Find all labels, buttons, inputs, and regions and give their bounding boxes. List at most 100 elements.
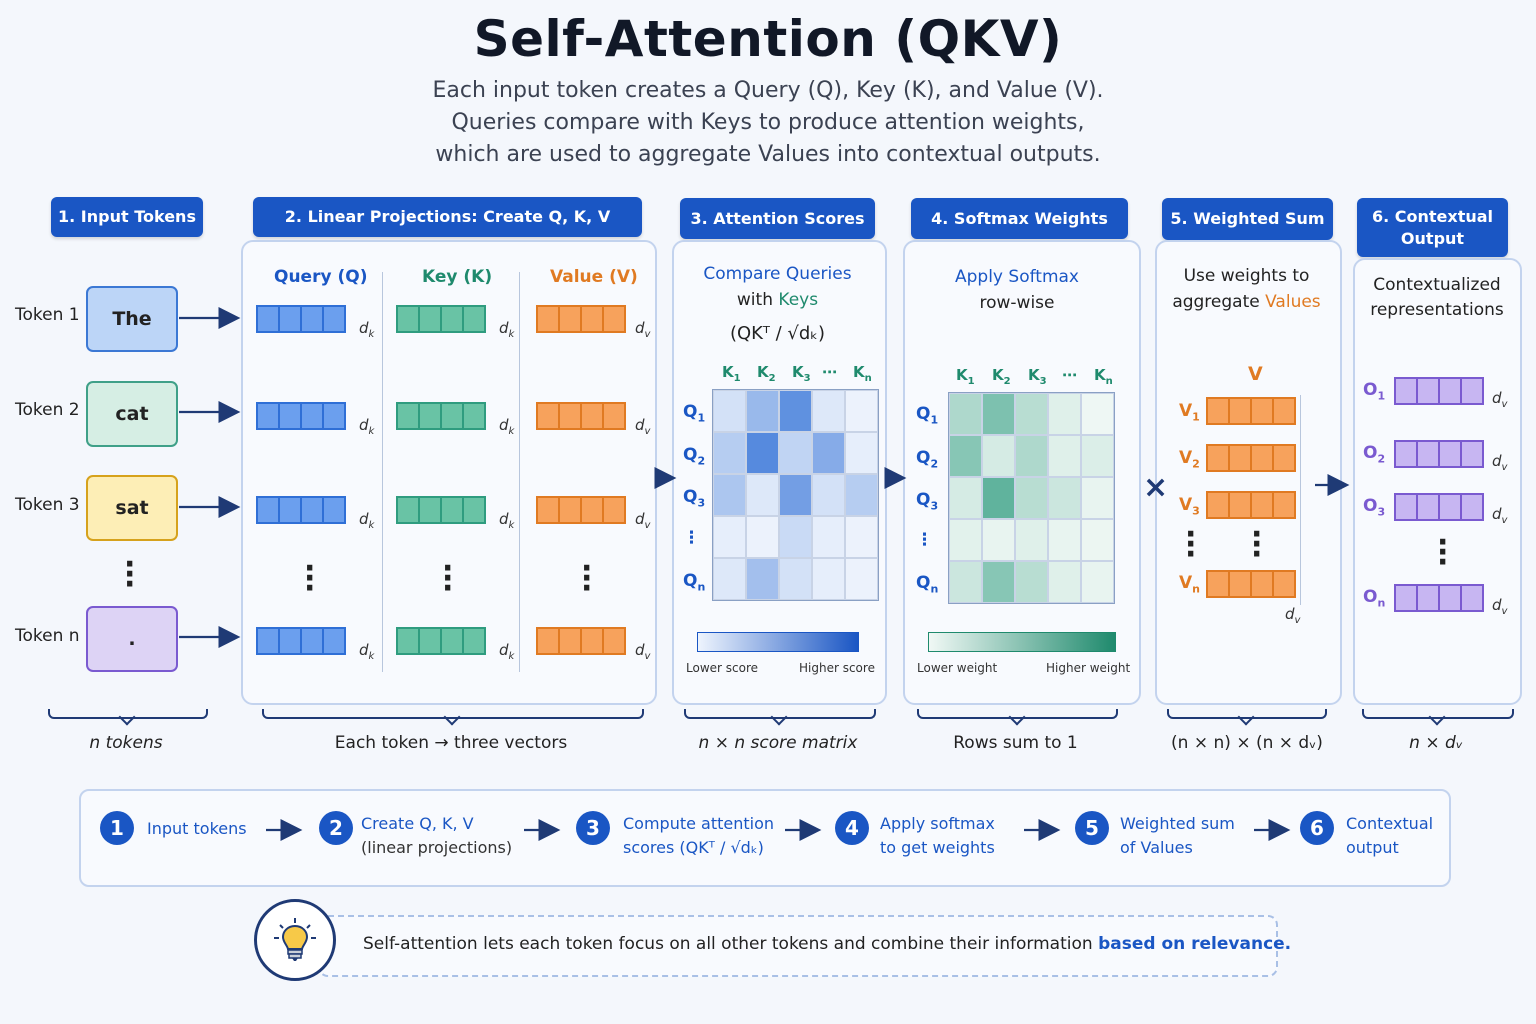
vector-cell bbox=[302, 404, 324, 428]
vector-cell bbox=[258, 498, 280, 522]
label-symbol: Q bbox=[916, 404, 931, 424]
weight-cell bbox=[982, 561, 1015, 603]
query-row-label: ⋮ bbox=[916, 530, 933, 552]
brace bbox=[1167, 709, 1327, 719]
vector-cell bbox=[258, 404, 280, 428]
label-subscript: n bbox=[930, 582, 939, 596]
score-cell bbox=[845, 516, 878, 558]
step-number: 4 bbox=[835, 811, 869, 845]
vector-cell bbox=[582, 498, 604, 522]
value-row-ellipsis: · · · bbox=[1185, 517, 1197, 572]
section-header-input-tokens: 1. Input Tokens bbox=[51, 197, 203, 237]
note-text-main: Self-attention lets each token focus on … bbox=[363, 934, 1099, 954]
score-cell bbox=[812, 390, 845, 432]
dim-symbol: d bbox=[635, 641, 645, 659]
token-box: The bbox=[86, 286, 178, 352]
weight-cell bbox=[949, 561, 982, 603]
vector-cell bbox=[420, 498, 442, 522]
output-row-label: On bbox=[1363, 587, 1385, 609]
output-vector bbox=[1394, 493, 1484, 521]
label-subscript: 3 bbox=[803, 373, 811, 384]
dim-symbol: d bbox=[499, 510, 509, 528]
score-cell bbox=[779, 558, 812, 600]
dim-subscript: k bbox=[368, 651, 375, 662]
key-column-header: Key (K) bbox=[422, 267, 493, 287]
vector-cell bbox=[1440, 442, 1462, 466]
vector-cell bbox=[1230, 446, 1252, 470]
vector-cell bbox=[420, 307, 442, 331]
dk-label: dk bbox=[359, 319, 374, 340]
score-cell bbox=[845, 390, 878, 432]
step-text: Apply softmax to get weights bbox=[880, 812, 995, 860]
key-vector bbox=[396, 402, 486, 430]
step-number: 6 bbox=[1300, 811, 1334, 845]
dim-symbol: d bbox=[499, 319, 509, 337]
query-row-label: Q2 bbox=[683, 445, 705, 467]
dim-symbol: d bbox=[1492, 596, 1502, 614]
dim-symbol: d bbox=[359, 510, 369, 528]
output-row-label: O2 bbox=[1363, 443, 1385, 465]
weighted-sum-panel bbox=[1155, 240, 1342, 705]
key-vector bbox=[396, 496, 486, 524]
subtitle-line-1: Each input token creates a Query (Q), Ke… bbox=[432, 78, 1104, 103]
step-line-2: (linear projections) bbox=[361, 838, 513, 857]
brace bbox=[262, 709, 644, 719]
weight-cell bbox=[1015, 393, 1048, 435]
score-cell bbox=[746, 474, 779, 516]
dim-subscript: k bbox=[508, 426, 515, 437]
query-row-label: Q3 bbox=[916, 490, 938, 512]
label-subscript: 2 bbox=[1377, 452, 1386, 466]
vector-cell bbox=[538, 498, 560, 522]
value-row-label: V3 bbox=[1179, 495, 1200, 517]
label-subscript: 2 bbox=[768, 373, 776, 384]
scores-keys-word: Keys bbox=[778, 290, 819, 310]
vector-cell bbox=[1208, 446, 1230, 470]
label-subscript: 1 bbox=[967, 376, 975, 387]
label-symbol: Q bbox=[916, 490, 931, 510]
output-line-2: representations bbox=[1370, 300, 1504, 320]
label-subscript: 3 bbox=[697, 496, 706, 510]
score-cell bbox=[812, 516, 845, 558]
dim-subscript: v bbox=[1501, 606, 1508, 617]
weight-cell bbox=[1048, 561, 1081, 603]
brace-label: n × dᵥ bbox=[1409, 733, 1463, 753]
weight-cell bbox=[949, 435, 982, 477]
score-cell bbox=[746, 432, 779, 474]
vector-cell bbox=[1230, 399, 1252, 423]
step-line-2: output bbox=[1346, 838, 1399, 857]
vector-cell bbox=[302, 498, 324, 522]
dk-label: dk bbox=[499, 641, 514, 662]
vector-cell bbox=[398, 307, 420, 331]
weight-cell bbox=[982, 477, 1015, 519]
label-symbol: ⋮ bbox=[916, 530, 933, 550]
label-subscript: 1 bbox=[930, 413, 939, 427]
scores-line-2-prefix: with bbox=[736, 290, 779, 310]
dv-label: dv bbox=[1492, 452, 1507, 473]
weight-matrix bbox=[948, 392, 1115, 604]
dk-label: dk bbox=[499, 416, 514, 437]
vector-cell bbox=[280, 498, 302, 522]
label-subscript: 1 bbox=[1192, 410, 1200, 424]
note-highlight: based on relevance. bbox=[1098, 934, 1292, 954]
vector-cell bbox=[1252, 493, 1274, 517]
section-header-linear-projections: 2. Linear Projections: Create Q, K, V bbox=[253, 197, 642, 237]
weight-cell bbox=[982, 435, 1015, 477]
section-header-weighted-sum: 5. Weighted Sum bbox=[1162, 198, 1333, 240]
vector-cell bbox=[302, 629, 324, 653]
brace bbox=[1362, 709, 1514, 719]
score-cell bbox=[845, 558, 878, 600]
label-subscript: 3 bbox=[930, 499, 939, 513]
dim-subscript: v bbox=[1501, 462, 1508, 473]
section-header-softmax-weights: 4. Softmax Weights bbox=[911, 198, 1128, 239]
query-row-label: Q2 bbox=[916, 448, 938, 470]
column-divider bbox=[382, 272, 383, 672]
dim-symbol: d bbox=[499, 641, 509, 659]
label-symbol: V bbox=[1179, 573, 1193, 593]
dim-symbol: d bbox=[635, 319, 645, 337]
label-symbol: ⋯ bbox=[1062, 366, 1077, 384]
key-column-label: K2 bbox=[757, 363, 776, 384]
vector-cell bbox=[258, 629, 280, 653]
weight-legend-bar bbox=[928, 632, 1116, 652]
vector-cell bbox=[582, 404, 604, 428]
score-cell bbox=[779, 474, 812, 516]
